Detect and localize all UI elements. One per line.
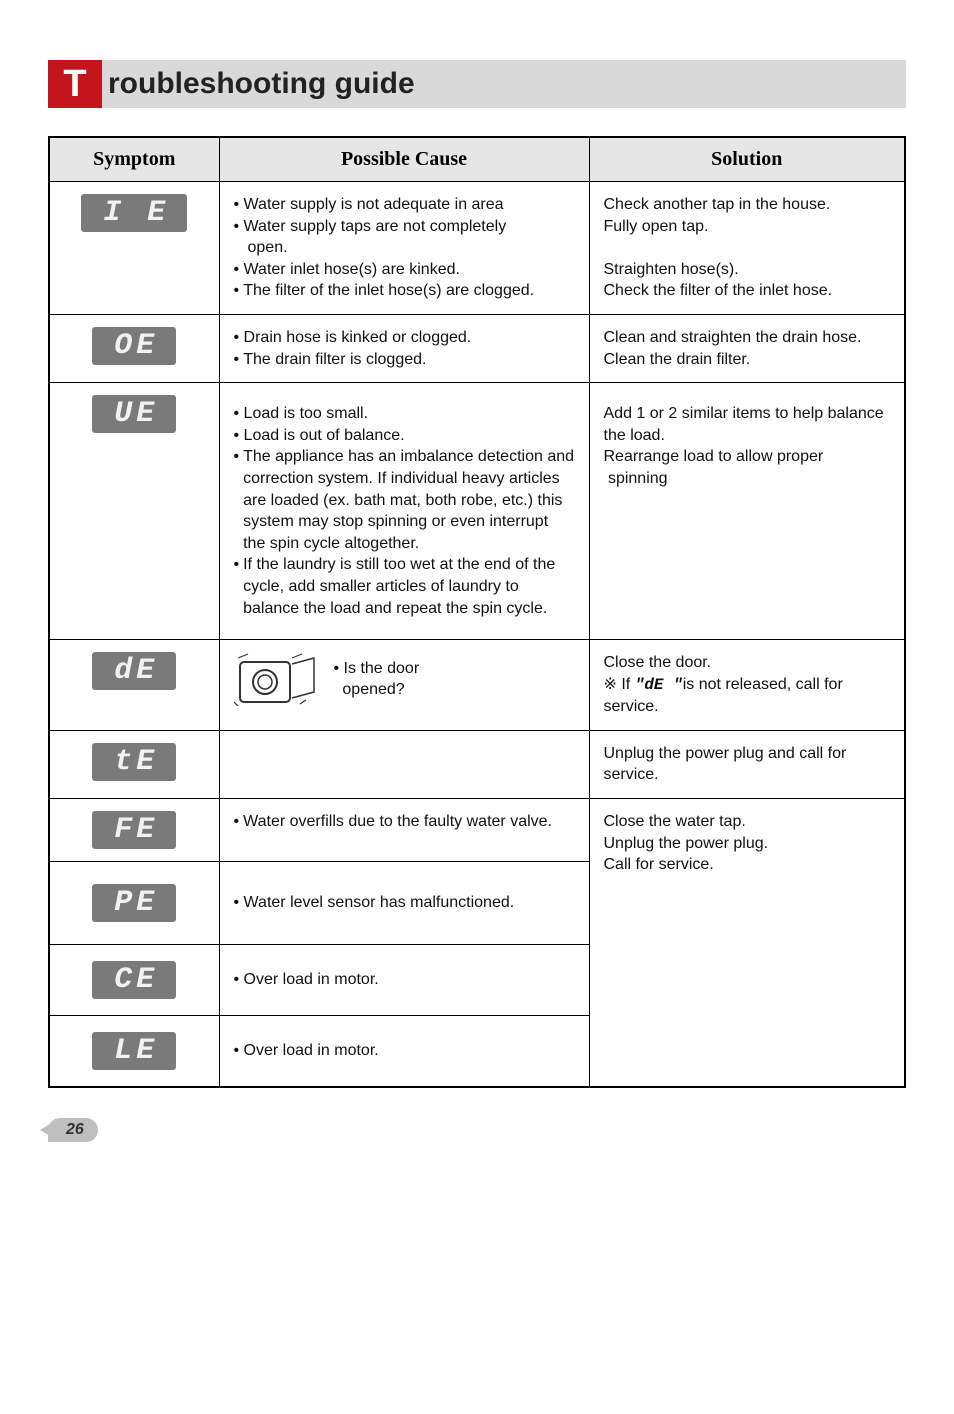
cause-line: • Water overfills due to the faulty wate… xyxy=(234,811,575,833)
cause-cell: • Over load in motor. xyxy=(219,1016,589,1088)
solution-line: Rearrange load to allow proper spinning xyxy=(604,446,891,489)
page-number-badge: 26 xyxy=(48,1118,98,1142)
solution-cell: Close the door. ※ If "dE "is not release… xyxy=(589,640,905,731)
symptom-cell: OE xyxy=(49,314,219,382)
page-title-row: T roubleshooting guide xyxy=(48,60,906,108)
cause-cell: • Over load in motor. xyxy=(219,945,589,1016)
solution-line: Fully open tap. xyxy=(604,216,891,238)
error-code-badge: FE xyxy=(92,811,176,849)
solution-line: Close the door. xyxy=(604,652,891,674)
table-row: dE • Is the door opened? Close the door. xyxy=(49,640,905,731)
solution-cell: Check another tap in the house. Fully op… xyxy=(589,182,905,315)
symptom-cell: PE xyxy=(49,862,219,945)
error-code-badge: dE xyxy=(92,652,176,690)
solution-cell: Unplug the power plug and call for servi… xyxy=(589,730,905,798)
cause-line: • If the laundry is still too wet at the… xyxy=(234,554,575,619)
solution-cell: Clean and straighten the drain hose. Cle… xyxy=(589,314,905,382)
error-code-badge: OE xyxy=(92,327,176,365)
solution-line: Check another tap in the house. xyxy=(604,194,891,216)
solution-line: Straighten hose(s). xyxy=(604,259,891,281)
cause-line: • Is the door opened? xyxy=(334,658,420,701)
cause-line: • Load is out of balance. xyxy=(234,425,575,447)
solution-cell: Add 1 or 2 similar items to help balance… xyxy=(589,383,905,640)
cause-line: • Over load in motor. xyxy=(234,1040,575,1062)
cause-cell: • Water supply is not adequate in area •… xyxy=(219,182,589,315)
title-text: roubleshooting guide xyxy=(102,60,906,108)
cause-line: • The appliance has an imbalance detecti… xyxy=(234,446,575,554)
error-code-badge: PE xyxy=(92,884,176,922)
header-cause: Possible Cause xyxy=(219,137,589,182)
cause-cell: • Drain hose is kinked or clogged. • The… xyxy=(219,314,589,382)
cause-cell: • Water overfills due to the faulty wate… xyxy=(219,799,589,862)
table-row: OE • Drain hose is kinked or clogged. • … xyxy=(49,314,905,382)
symptom-cell: dE xyxy=(49,640,219,731)
header-symptom: Symptom xyxy=(49,137,219,182)
cause-cell: • Water level sensor has malfunctioned. xyxy=(219,862,589,945)
door-open-icon xyxy=(234,652,324,706)
troubleshooting-table: Symptom Possible Cause Solution I E • Wa… xyxy=(48,136,906,1088)
page-footer: 26 xyxy=(48,1118,906,1142)
cause-line: • Water inlet hose(s) are kinked. xyxy=(234,259,575,281)
solution-line: Call for service. xyxy=(604,854,891,876)
error-code-badge: LE xyxy=(92,1032,176,1070)
cause-line: • Water supply taps are not completelyop… xyxy=(234,216,575,259)
symptom-cell: LE xyxy=(49,1016,219,1088)
solution-line: Unplug the power plug and call for servi… xyxy=(604,743,891,786)
cause-line: • Over load in motor. xyxy=(234,969,575,991)
cause-line: • Water level sensor has malfunctioned. xyxy=(234,892,575,914)
symptom-cell: tE xyxy=(49,730,219,798)
header-solution: Solution xyxy=(589,137,905,182)
solution-line: Add 1 or 2 similar items to help balance… xyxy=(604,403,891,446)
cause-line: • The drain filter is clogged. xyxy=(234,349,575,371)
cause-line: • Water supply is not adequate in area xyxy=(234,194,575,216)
symptom-cell: CE xyxy=(49,945,219,1016)
cause-cell: • Is the door opened? xyxy=(219,640,589,731)
cause-line: • The filter of the inlet hose(s) are cl… xyxy=(234,280,575,302)
solution-line: Unplug the power plug. xyxy=(604,833,891,855)
title-initial: T xyxy=(48,60,102,108)
solution-line: Check the filter of the inlet hose. xyxy=(604,280,891,302)
cause-line: • Load is too small. xyxy=(234,403,575,425)
error-code-badge: CE xyxy=(92,961,176,999)
solution-line xyxy=(604,237,891,259)
table-header-row: Symptom Possible Cause Solution xyxy=(49,137,905,182)
table-row: FE • Water overfills due to the faulty w… xyxy=(49,799,905,862)
cause-cell: • Load is too small. • Load is out of ba… xyxy=(219,383,589,640)
solution-line: Clean the drain filter. xyxy=(604,349,891,371)
solution-line: Close the water tap. xyxy=(604,811,891,833)
cause-line: • Drain hose is kinked or clogged. xyxy=(234,327,575,349)
cause-cell xyxy=(219,730,589,798)
symptom-cell: UE xyxy=(49,383,219,640)
solution-line: Clean and straighten the drain hose. xyxy=(604,327,891,349)
table-row: UE • Load is too small. • Load is out of… xyxy=(49,383,905,640)
table-row: I E • Water supply is not adequate in ar… xyxy=(49,182,905,315)
error-code-badge: tE xyxy=(92,743,176,781)
solution-cell: Close the water tap. Unplug the power pl… xyxy=(589,799,905,1088)
error-code-badge: UE xyxy=(92,395,176,433)
table-row: tE Unplug the power plug and call for se… xyxy=(49,730,905,798)
symptom-cell: FE xyxy=(49,799,219,862)
solution-line: ※ If "dE "is not released, call for serv… xyxy=(604,674,891,718)
error-code-badge: I E xyxy=(81,194,187,232)
symptom-cell: I E xyxy=(49,182,219,315)
